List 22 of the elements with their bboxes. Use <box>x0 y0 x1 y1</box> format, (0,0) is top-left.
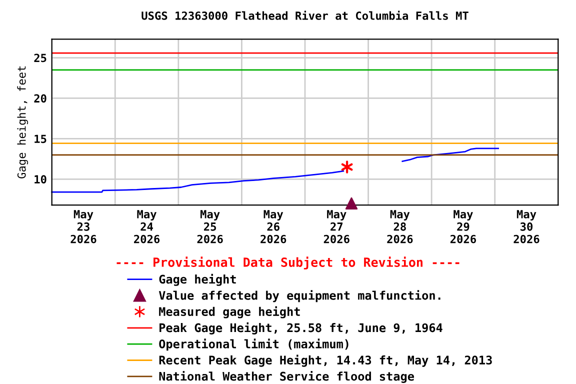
y-tick-label: 10 <box>34 175 46 184</box>
x-tick-label: May 30 2026 <box>514 210 540 244</box>
x-tick-label: May 26 2026 <box>260 210 286 244</box>
text: ---- Provisional Data Subject to Revision ---- <box>116 256 460 270</box>
y-tick-label: 25 <box>34 54 46 62</box>
legend-label: Value affected by equipment malfunction. <box>158 290 440 302</box>
x-tick-label: May 25 2026 <box>197 210 223 244</box>
x-tick-label: May 23 2026 <box>70 210 96 244</box>
legend-label: Gage height <box>159 274 236 286</box>
x-tick-label: May 24 2026 <box>134 210 160 244</box>
x-tick-label: May 29 2026 <box>450 210 476 244</box>
legend-label: Operational limit (maximum) <box>159 338 348 351</box>
x-tick-label: May 27 2026 <box>324 210 350 244</box>
y-tick-label: 15 <box>34 134 46 144</box>
legend-label: National Weather Service flood stage <box>159 370 414 383</box>
legend-label: Recent Peak Gage Height, 14.43 ft, May 14, 2013 <box>159 354 492 367</box>
legend-label: Measured gage height <box>159 306 300 318</box>
legend-label: Peak Gage Height, 25.58 ft, June 9, 1964 <box>160 322 442 334</box>
y-axis-title: Gage height, feet <box>17 66 28 178</box>
chart-title: USGS 12363000 Flathead River at Columbia Falls MT <box>142 10 468 20</box>
x-tick-label: May 28 2026 <box>387 210 413 244</box>
y-tick-label: 20 <box>34 94 46 103</box>
